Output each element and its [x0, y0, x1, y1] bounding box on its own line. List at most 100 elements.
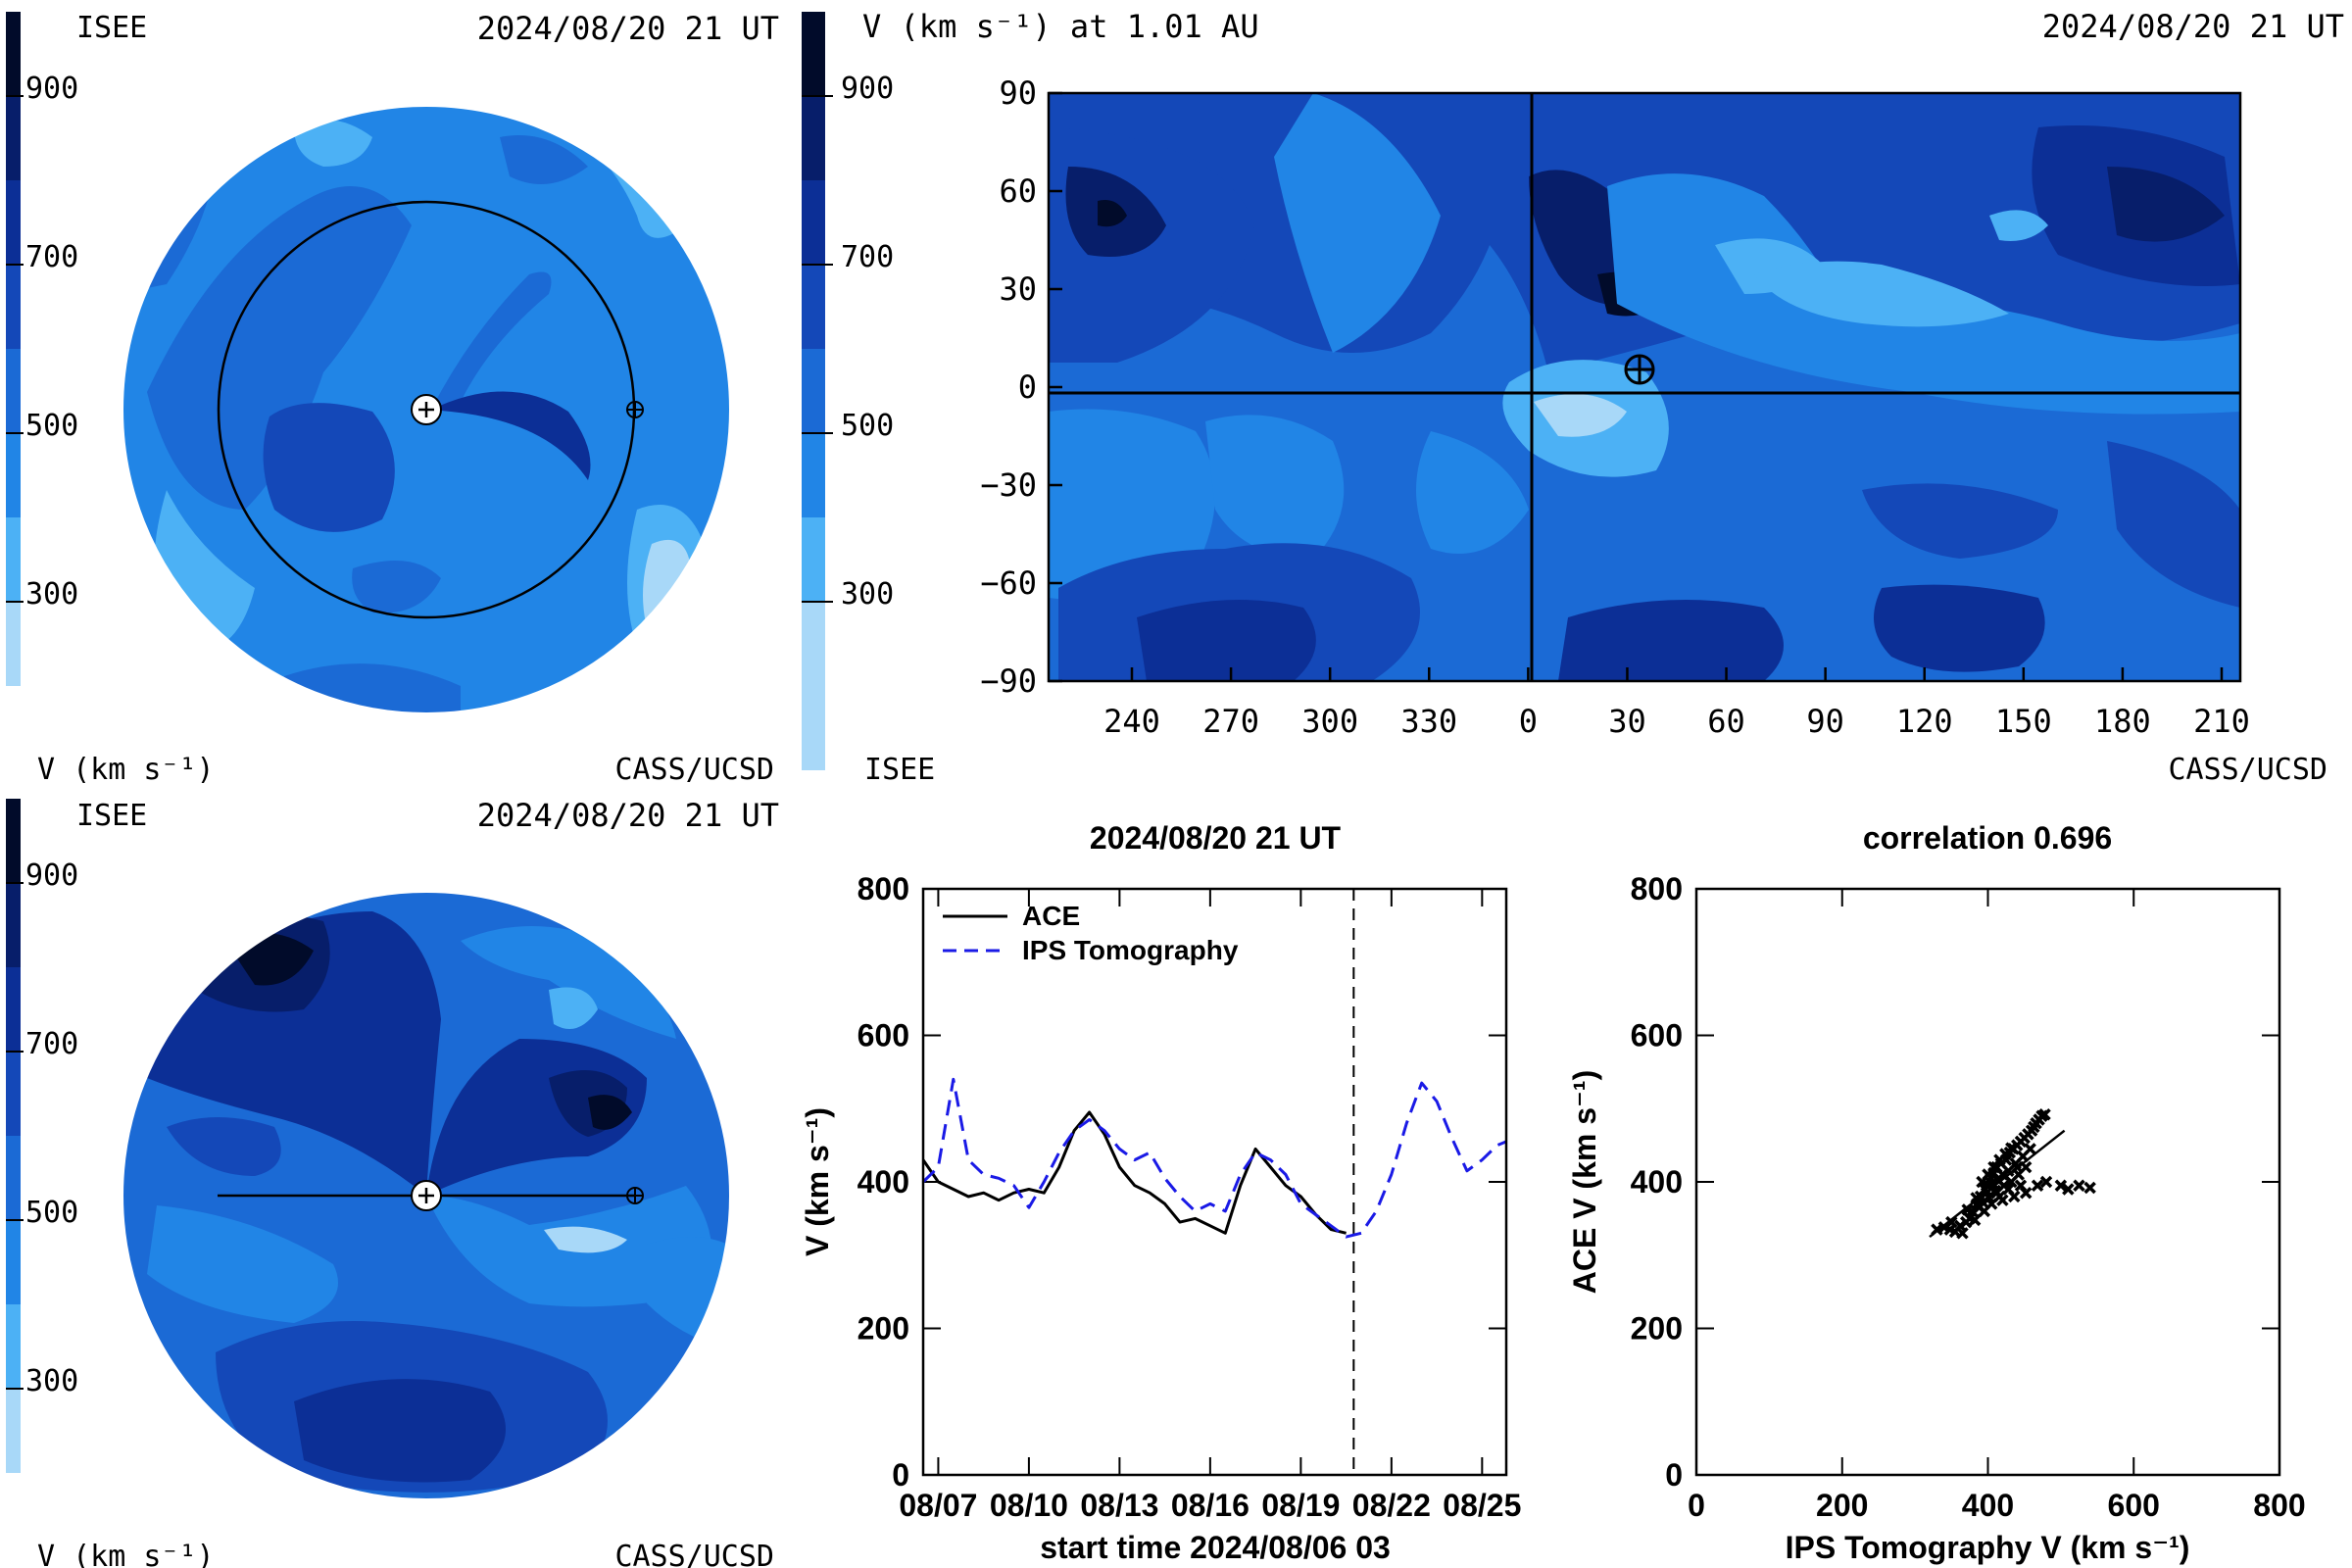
colorbar-band — [6, 883, 21, 967]
colorbar-band — [6, 602, 21, 686]
timestamp: 2024/08/20 21 UT — [2042, 8, 2344, 45]
colorbar-tick-label: 700 — [25, 1027, 78, 1061]
legend-label-ips: IPS Tomography — [1022, 935, 1239, 965]
map-x-tick-label: 240 — [1103, 703, 1160, 740]
colorbar-tick-label: 500 — [25, 409, 78, 443]
x-tick-label: 08/07 — [899, 1488, 977, 1523]
colorbar-band — [802, 602, 825, 770]
colorbar-band — [802, 517, 825, 602]
x-axis-label: start time 2024/08/06 03 — [1040, 1530, 1391, 1565]
x-tick-label: 400 — [1962, 1488, 2014, 1523]
legend: ACE IPS Tomography — [943, 901, 1239, 965]
data-point — [1945, 1215, 1958, 1229]
map-x-tick-label: 0 — [1519, 703, 1538, 740]
sun-marker — [411, 394, 442, 425]
timestamp: 2024/08/20 21 UT — [477, 797, 779, 834]
data-point — [1968, 1213, 1982, 1227]
map-x-tick-label: 330 — [1400, 703, 1457, 740]
panel-top-right: 900 700 500 300 V (km s⁻¹) at 1.01 AU 20… — [802, 8, 2344, 787]
x-tick-label: 08/22 — [1352, 1488, 1431, 1523]
timestamp: 2024/08/20 21 UT — [477, 10, 779, 47]
x-tick-label: 08/16 — [1171, 1488, 1250, 1523]
colorbar-tick-label: 300 — [25, 577, 78, 612]
data-point — [2062, 1183, 2075, 1196]
x-tick-label: 0 — [1688, 1488, 1705, 1523]
colorbar-band — [6, 349, 21, 433]
colorbar-top-left: 900 700 500 300 — [6, 12, 78, 686]
y-tick-label: 600 — [858, 1018, 909, 1054]
map-x-tick-label: 90 — [1806, 703, 1844, 740]
data-point — [1961, 1203, 1974, 1216]
map-x-tick-label: 180 — [2094, 703, 2151, 740]
colorbar-top-right: 900 700 500 300 — [802, 12, 894, 770]
map-y-tick-label: 90 — [999, 74, 1037, 112]
colorbar-tick-label: 900 — [25, 72, 78, 106]
sun-marker — [411, 1180, 442, 1211]
panel-time-series: 2024/08/20 21 UT 0 200 400 600 800 08/07 08/10… — [800, 820, 1521, 1565]
credit-label: CASS/UCSD — [2168, 753, 2328, 787]
x-tick-label: 08/13 — [1080, 1488, 1158, 1523]
colorbar-band — [6, 433, 21, 517]
series-line-ips — [923, 1077, 1506, 1239]
chart-title: correlation 0.696 — [1863, 820, 2112, 856]
time-series-plot — [923, 889, 1506, 1475]
colorbar-tick-label: 500 — [841, 409, 894, 443]
data-point — [2005, 1142, 2018, 1154]
colorbar-band — [802, 180, 825, 265]
colorbar-band — [6, 12, 21, 96]
y-axis-label: ACE V (km s⁻¹) — [1567, 1070, 1602, 1294]
y-tick-label: 0 — [1665, 1457, 1683, 1493]
org-label: ISEE — [76, 11, 147, 45]
data-point — [2054, 1179, 2068, 1192]
colorbar-tick-label: 300 — [25, 1364, 78, 1398]
y-tick-label: 400 — [1631, 1164, 1683, 1200]
y-tick-label: 800 — [1631, 871, 1683, 906]
colorbar-band — [6, 1136, 21, 1220]
colorbar-bottom-left: 900 700 500 300 — [6, 799, 78, 1473]
legend-label-ace: ACE — [1022, 901, 1080, 931]
series-line-ace — [923, 1110, 1347, 1235]
colorbar-tick-label: 900 — [841, 72, 894, 106]
time-series-axes: 0 200 400 600 800 08/07 08/10 08/13 08/16 08/19 08… — [858, 871, 1522, 1523]
map-x-tick-label: 60 — [1707, 703, 1745, 740]
y-tick-label: 400 — [858, 1164, 909, 1200]
colorbar-band — [802, 265, 825, 349]
data-point — [1970, 1192, 1983, 1204]
y-tick-label: 0 — [892, 1457, 909, 1493]
map-earth-marker — [1624, 354, 1655, 385]
chart-title: 2024/08/20 21 UT — [1090, 820, 1342, 856]
map-x-tick-label: 300 — [1301, 703, 1358, 740]
map-title: V (km s⁻¹) at 1.01 AU — [862, 8, 1259, 45]
x-tick-label: 800 — [2253, 1488, 2305, 1523]
unit-label: V (km s⁻¹) — [37, 1540, 215, 1568]
map-x-tick-label: 30 — [1608, 703, 1646, 740]
panel-bottom-left: 900 700 500 300 ISEE 2024/08/20 21 UT V … — [6, 797, 779, 1568]
y-tick-label: 200 — [1631, 1311, 1683, 1347]
data-point — [1996, 1194, 2009, 1206]
colorbar-band — [802, 433, 825, 517]
colorbar-band — [6, 1220, 21, 1304]
colorbar-tick-label: 900 — [25, 858, 78, 893]
colorbar-band — [6, 96, 21, 180]
colorbar-band — [6, 1389, 21, 1473]
data-point — [2083, 1181, 2096, 1195]
x-tick-label: 08/25 — [1443, 1488, 1521, 1523]
credit-label: CASS/UCSD — [614, 1540, 774, 1568]
map-y-tick-label: 60 — [999, 172, 1037, 210]
x-tick-label: 08/10 — [990, 1488, 1068, 1523]
credit-label: CASS/UCSD — [614, 753, 774, 787]
colorbar-band — [6, 265, 21, 349]
colorbar-band — [6, 1052, 21, 1136]
earth-marker — [626, 401, 644, 418]
data-point — [2019, 1186, 2033, 1200]
synoptic-map-field — [1049, 93, 2240, 681]
earth-marker — [626, 1187, 644, 1204]
colorbar-tick-label: 700 — [25, 240, 78, 274]
y-tick-label: 600 — [1631, 1018, 1683, 1054]
unit-label: V (km s⁻¹) — [37, 753, 215, 787]
colorbar-band — [6, 517, 21, 602]
colorbar-tick-label: 700 — [841, 240, 894, 274]
colorbar-band — [802, 349, 825, 433]
